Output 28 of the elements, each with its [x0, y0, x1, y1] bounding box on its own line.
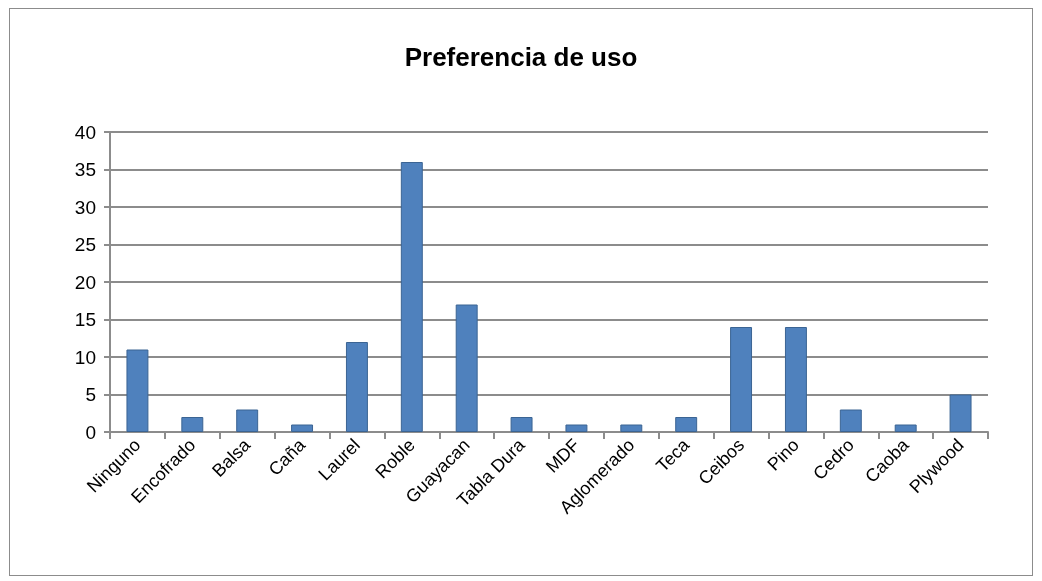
x-tick-label: Pino [763, 434, 804, 475]
y-tick-label: 20 [74, 271, 96, 293]
bar [565, 424, 588, 432]
y-tick-label: 15 [74, 309, 96, 330]
y-tick-label: 25 [74, 234, 96, 255]
y-tick-label: 30 [74, 196, 96, 218]
y-tick-label: 0 [85, 421, 96, 443]
bar [894, 424, 917, 432]
bar [839, 409, 862, 432]
bar [236, 409, 259, 432]
bar [620, 424, 643, 432]
y-tick-label: 35 [74, 159, 96, 180]
bar [784, 327, 807, 432]
bar [730, 327, 753, 432]
y-tick-label: 5 [85, 384, 96, 405]
bar [949, 394, 972, 432]
bar [455, 304, 478, 432]
x-tick-label: Teca [652, 434, 694, 476]
bar [675, 417, 698, 432]
bar [400, 162, 423, 432]
bar [510, 417, 533, 432]
y-tick-label: 10 [74, 346, 96, 368]
chart-title: Preferencia de uso [404, 42, 638, 72]
bar [126, 349, 149, 432]
bar [291, 424, 314, 432]
y-tick-label: 40 [74, 121, 96, 143]
bar [181, 417, 204, 432]
bar [345, 342, 368, 432]
